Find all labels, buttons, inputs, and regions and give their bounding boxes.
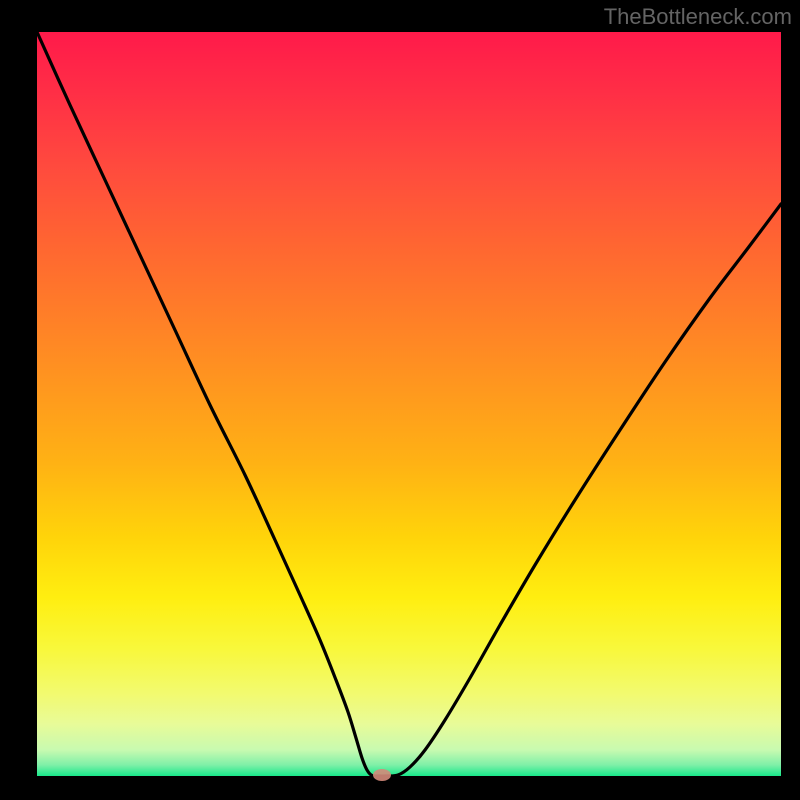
watermark-text: TheBottleneck.com <box>604 4 792 30</box>
bottleneck-chart <box>0 0 800 800</box>
optimal-point-marker <box>373 769 391 781</box>
chart-frame: TheBottleneck.com <box>0 0 800 800</box>
chart-gradient-bg <box>37 32 781 776</box>
